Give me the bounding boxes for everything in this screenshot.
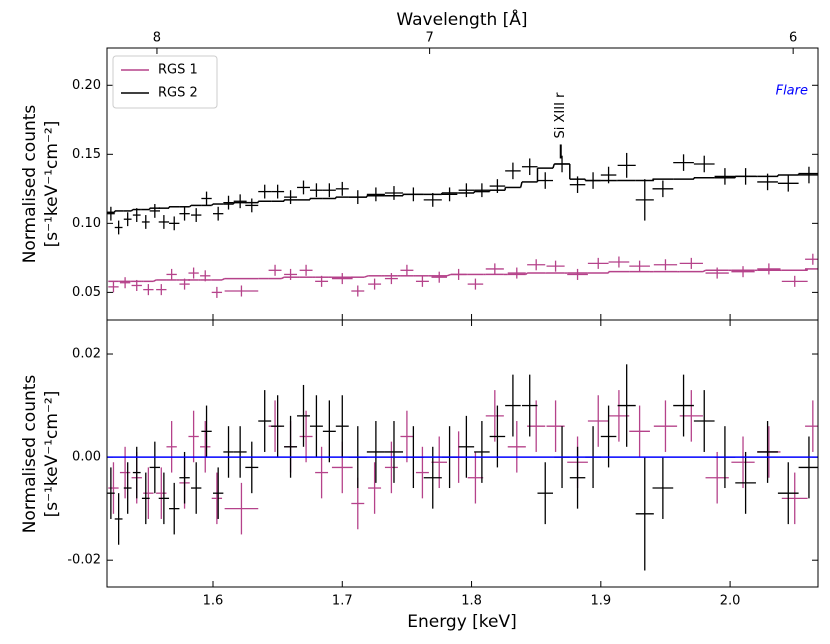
panel-label: Flare [776, 84, 808, 99]
x-tick-label: 1.6 [203, 594, 224, 609]
y-tick-label: 0.05 [72, 285, 101, 300]
x-tick-label: 1.9 [590, 594, 611, 609]
legend-label: RGS 2 [158, 86, 198, 101]
model-riser [446, 273, 452, 277]
residual-tick-label: 0.00 [72, 450, 101, 465]
plot-frame [106, 319, 819, 588]
model-riser [211, 203, 214, 206]
annotation: Si XIII r [553, 92, 568, 139]
y-tick-label: 0.15 [72, 147, 101, 162]
residual-axis-label-line: [s⁻¹keV⁻¹cm⁻²] [42, 391, 62, 518]
x2-tick-label: 8 [153, 31, 161, 46]
residual-axis-label: Normalised counts [s⁻¹keV⁻¹cm⁻²] [20, 375, 62, 534]
y-axis-label-line: Normalised counts [20, 105, 40, 264]
x2-tick-label: 6 [789, 31, 797, 46]
model-riser [364, 275, 369, 278]
y-axis-label: Normalised counts [s⁻¹keV⁻¹cm⁻²] [20, 105, 62, 264]
model-riser [519, 181, 523, 188]
model-riser [525, 272, 528, 275]
x2-axis-label: Wavelength [Å] [396, 8, 527, 30]
model-riser [131, 209, 134, 212]
x-tick-label: 1.7 [332, 594, 353, 609]
model-riser [189, 204, 192, 208]
model-riser [651, 178, 655, 182]
residual-axis-label-line: Normalised counts [20, 375, 40, 534]
x-tick-label: 1.8 [461, 594, 482, 609]
legend-box [112, 55, 218, 109]
x-tick-label: 2.0 [720, 594, 741, 609]
model-riser [702, 269, 706, 273]
model-riser [552, 163, 555, 169]
model-riser [281, 276, 285, 280]
main-panel [107, 152, 818, 298]
residual-panel [107, 364, 818, 571]
x2-tick-label: 7 [425, 31, 433, 46]
model-riser [804, 268, 809, 271]
x-axis-label: Energy [keV] [407, 612, 517, 632]
legend-label: RGS 1 [158, 63, 198, 78]
model-riser [153, 279, 157, 283]
residual-tick-label: 0.02 [72, 347, 101, 362]
residual-tick-label: -0.02 [67, 553, 101, 568]
y-tick-label: 0.20 [72, 78, 101, 93]
y-axis-label-line: [s⁻¹keV⁻¹cm⁻²] [42, 121, 62, 248]
y-tick-label: 0.10 [72, 216, 101, 231]
model-riser [221, 277, 225, 281]
